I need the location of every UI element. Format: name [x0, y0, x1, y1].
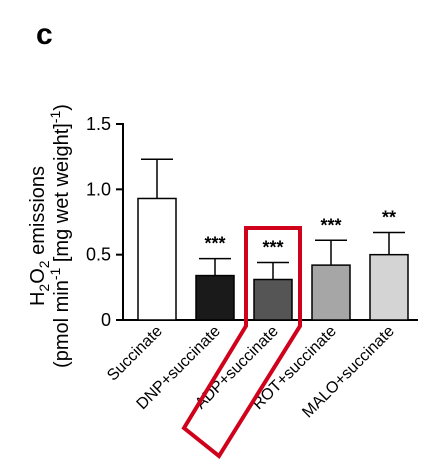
bar-succinate — [137, 197, 177, 321]
y-tick-label: 1.5 — [86, 114, 111, 134]
x-tick-label: Succinate — [104, 323, 166, 385]
y-tick-label: 0.5 — [86, 245, 111, 265]
bar-rot-succinate — [311, 264, 351, 321]
panel-label: c — [36, 18, 53, 51]
y-tick-label: 1.0 — [86, 179, 111, 199]
significance-marker: *** — [204, 234, 225, 254]
y-tick-label: 0 — [101, 310, 111, 330]
y-axis-label-line2: (pmol min-1 [mg wet weight]-1) — [47, 104, 73, 368]
bars: *** ****** ** — [137, 158, 409, 321]
highlight-box — [181, 226, 302, 459]
bar-malo-succinate — [369, 253, 409, 321]
significance-marker: *** — [320, 215, 341, 235]
significance-marker: *** — [262, 238, 283, 258]
axes: 0 0.5 1.0 1.5 — [86, 114, 418, 330]
bar-adp-succinate — [253, 278, 293, 321]
y-axis-label-line1: H2O2 emissions — [27, 166, 52, 306]
highlight-outline — [181, 226, 302, 459]
bar-dnp-succinate — [195, 274, 235, 321]
significance-marker: ** — [382, 207, 396, 227]
